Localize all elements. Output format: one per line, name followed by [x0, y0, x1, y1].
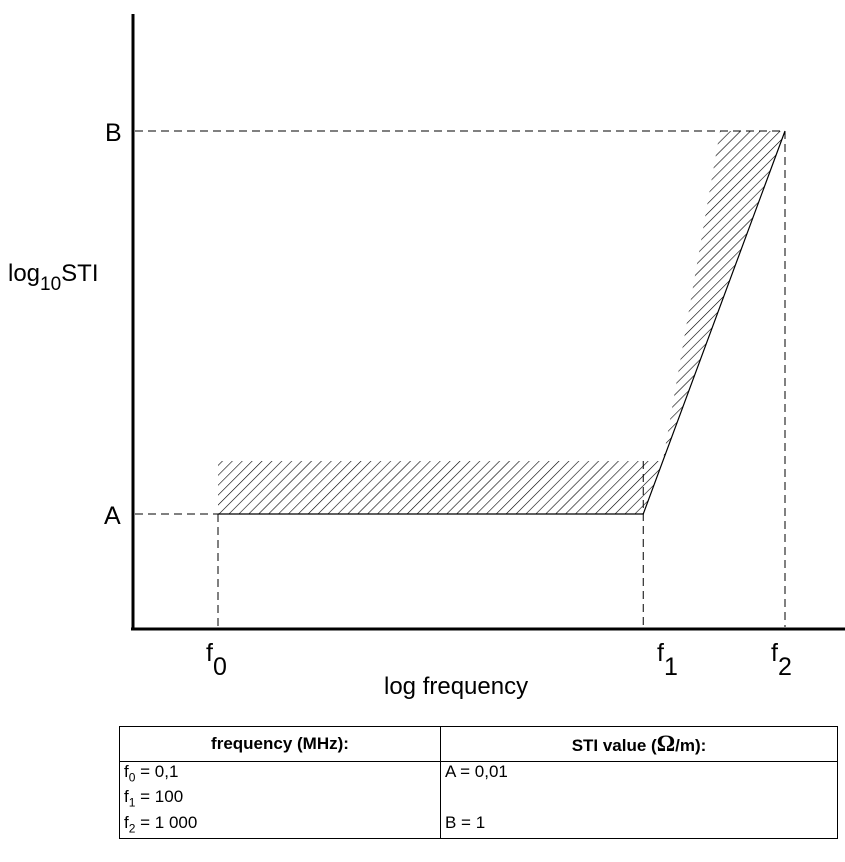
table-cell-frequency: f2 = 1 000: [119, 812, 441, 840]
x-tick-label-f1: f1: [657, 639, 678, 681]
table-header-sti: STI value (Ω/m):: [440, 726, 838, 762]
y-axis-title: log10STI: [8, 260, 99, 295]
frequency-sti-table: frequency (MHz): STI value (Ω/m): f0 = 0…: [119, 726, 838, 840]
table-cell-sti: B = 1: [440, 812, 838, 840]
x-tick-label-f0: f0: [206, 639, 227, 681]
table-cell-frequency: f1 = 100: [119, 787, 441, 813]
x-axis-title: log frequency: [384, 673, 528, 700]
x-tick-label-f2: f2: [771, 639, 792, 681]
table-header-frequency: frequency (MHz):: [119, 726, 441, 762]
table-cell-sti: A = 0,01: [440, 761, 838, 788]
limit-line: [218, 130, 786, 515]
table-row: f2 = 1 000 B = 1: [119, 812, 838, 840]
hatched-tolerance-region: [218, 131, 785, 514]
table-row: f0 = 0,1 A = 0,01: [119, 761, 838, 788]
y-tick-label-B: B: [105, 119, 122, 147]
table-cell-sti: [440, 787, 838, 813]
dashed-guide-lines: [135, 130, 786, 627]
table-row: f1 = 100: [119, 787, 838, 813]
hatch-band: [218, 131, 785, 514]
y-tick-label-A: A: [104, 502, 121, 530]
table-header-row: frequency (MHz): STI value (Ω/m):: [119, 726, 838, 762]
sti-limit-chart: B A log10STI f0 f1 f2 log frequency: [8, 14, 845, 700]
table-cell-frequency: f0 = 0,1: [119, 761, 441, 788]
